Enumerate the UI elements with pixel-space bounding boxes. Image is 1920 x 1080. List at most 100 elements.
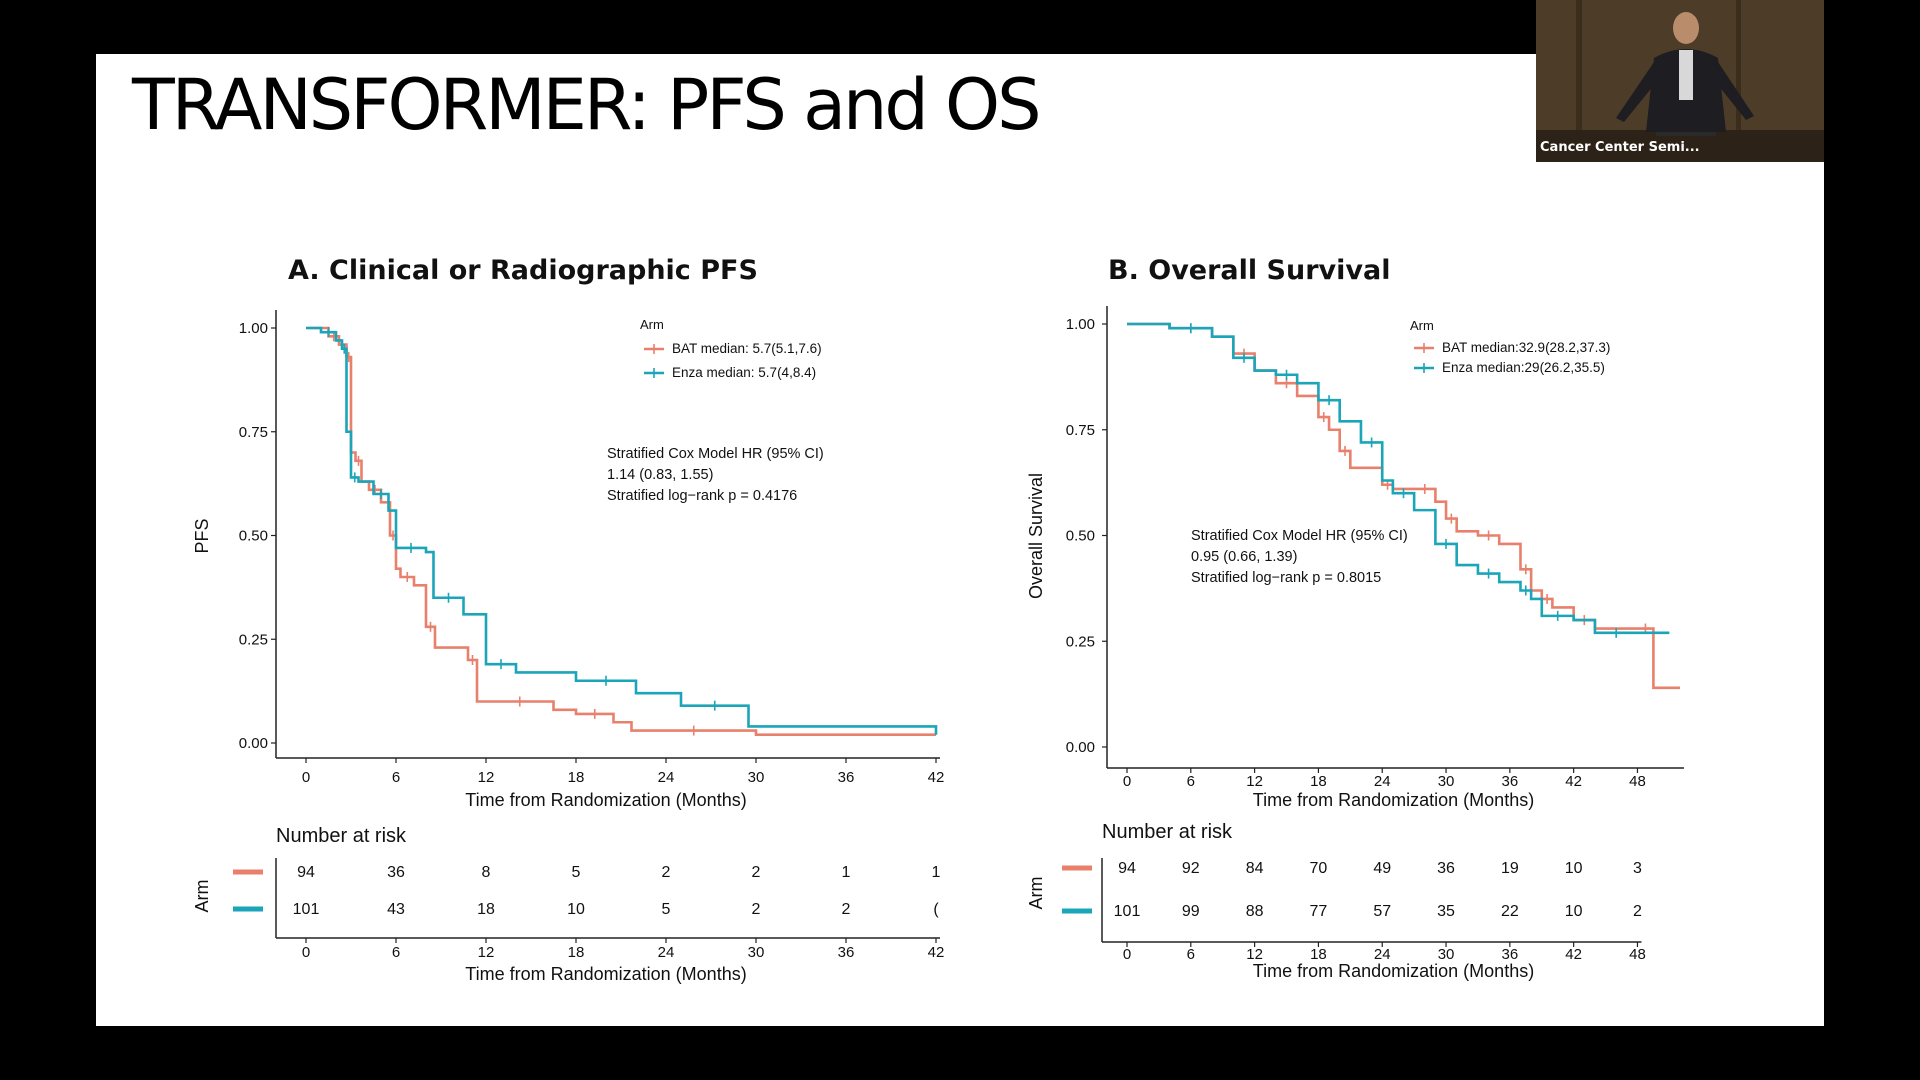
x-axis-label: Time from Randomization (Months) — [1253, 790, 1534, 810]
risk-count: 22 — [1501, 903, 1519, 920]
y-tick-label: 0.75 — [239, 424, 268, 441]
slide — [96, 54, 1824, 1026]
x-tick-label: 24 — [658, 769, 675, 786]
y-tick-label: 1.00 — [239, 320, 268, 337]
risk-count: 57 — [1373, 903, 1391, 920]
x-tick-label: 18 — [1310, 773, 1327, 790]
x-tick-label: 42 — [1565, 773, 1582, 790]
risk-table-title: Number at risk — [1102, 821, 1233, 843]
risk-x-axis-label: Time from Randomization (Months) — [1253, 961, 1534, 981]
panel-title-b: B. Overall Survival — [1108, 255, 1391, 286]
presenter-image — [1536, 0, 1824, 162]
risk-count: 94 — [1118, 860, 1136, 877]
risk-count: 2 — [662, 864, 671, 881]
stat-annotation: Stratified Cox Model HR (95% CI) — [1191, 528, 1408, 544]
stat-annotation: Stratified Cox Model HR (95% CI) — [607, 446, 824, 462]
risk-count: 2 — [752, 901, 761, 918]
risk-x-tick-label: 18 — [568, 944, 585, 961]
risk-count: 10 — [1565, 860, 1583, 877]
risk-count: 1 — [932, 864, 941, 881]
risk-count: 10 — [1565, 903, 1583, 920]
risk-count: 101 — [293, 901, 320, 918]
risk-table-row-label: Arm — [192, 880, 212, 913]
legend-title: Arm — [640, 317, 664, 332]
x-tick-label: 30 — [748, 769, 765, 786]
x-tick-label: 42 — [928, 769, 945, 786]
risk-count: 99 — [1182, 903, 1200, 920]
risk-table-title: Number at risk — [276, 825, 407, 847]
risk-count: 70 — [1310, 860, 1328, 877]
risk-count: 77 — [1310, 903, 1328, 920]
km-curve-bat — [306, 326, 936, 736]
stat-annotation: 1.14 (0.83, 1.55) — [607, 467, 713, 483]
y-tick-label: 0.25 — [1066, 633, 1095, 650]
risk-count: 1 — [842, 864, 851, 881]
x-tick-label: 0 — [302, 769, 310, 786]
risk-table-row-label: Arm — [1026, 877, 1046, 910]
risk-count: 5 — [572, 864, 581, 881]
risk-count: 35 — [1437, 903, 1455, 920]
risk-count: 8 — [482, 864, 491, 881]
legend-title: Arm — [1410, 318, 1434, 333]
y-tick-label: 0.75 — [1066, 422, 1095, 439]
y-tick-label: 0.00 — [239, 735, 268, 752]
risk-count: 19 — [1501, 860, 1519, 877]
x-tick-label: 18 — [568, 769, 585, 786]
risk-count: 18 — [477, 901, 495, 918]
y-tick-label: 0.50 — [239, 528, 268, 545]
panel-title-a: A. Clinical or Radiographic PFS — [288, 255, 758, 286]
risk-x-tick-label: 12 — [478, 944, 495, 961]
y-tick-label: 0.25 — [239, 631, 268, 648]
risk-count: 101 — [1114, 903, 1141, 920]
x-tick-label: 48 — [1629, 773, 1646, 790]
risk-x-tick-label: 30 — [1438, 946, 1455, 963]
x-tick-label: 6 — [392, 769, 400, 786]
risk-count: 88 — [1246, 903, 1264, 920]
risk-x-tick-label: 0 — [302, 944, 310, 961]
risk-count: 2 — [1633, 903, 1642, 920]
risk-x-tick-label: 18 — [1310, 946, 1327, 963]
risk-x-tick-label: 0 — [1123, 946, 1131, 963]
risk-x-tick-label: 24 — [1374, 946, 1391, 963]
risk-x-tick-label: 42 — [928, 944, 945, 961]
webcam-label: Cancer Center Semi... — [1540, 140, 1700, 155]
stat-annotation: 0.95 (0.66, 1.39) — [1191, 549, 1297, 565]
x-tick-label: 36 — [1502, 773, 1519, 790]
risk-count: 2 — [842, 901, 851, 918]
legend-entry: BAT median: 5.7(5.1,7.6) — [672, 341, 822, 356]
risk-x-tick-label: 30 — [748, 944, 765, 961]
risk-count: 84 — [1246, 860, 1264, 877]
stat-annotation: Stratified log−rank p = 0.8015 — [1191, 570, 1381, 586]
risk-count: 36 — [1437, 860, 1455, 877]
y-axis-label: PFS — [192, 518, 212, 553]
risk-count: 43 — [387, 901, 405, 918]
y-tick-label: 0.50 — [1066, 528, 1095, 545]
legend-entry: Enza median:29(26.2,35.5) — [1442, 360, 1605, 375]
legend-entry: BAT median:32.9(28.2,37.3) — [1442, 340, 1610, 355]
risk-count: 49 — [1373, 860, 1391, 877]
risk-count: 94 — [297, 864, 315, 881]
risk-count: 3 — [1633, 860, 1642, 877]
x-tick-label: 0 — [1123, 773, 1131, 790]
risk-count: 5 — [662, 901, 671, 918]
risk-x-tick-label: 48 — [1629, 946, 1646, 963]
risk-x-tick-label: 36 — [838, 944, 855, 961]
y-tick-label: 1.00 — [1066, 316, 1095, 333]
km-curve-enza — [1127, 322, 1670, 635]
risk-x-tick-label: 24 — [658, 944, 675, 961]
webcam-video — [1536, 0, 1824, 162]
risk-x-tick-label: 6 — [392, 944, 400, 961]
y-axis-label: Overall Survival — [1026, 473, 1046, 599]
stat-annotation: Stratified log−rank p = 0.4176 — [607, 488, 797, 504]
risk-x-axis-label: Time from Randomization (Months) — [465, 964, 746, 984]
x-axis-label: Time from Randomization (Months) — [465, 790, 746, 810]
risk-x-tick-label: 42 — [1565, 946, 1582, 963]
x-tick-label: 12 — [478, 769, 495, 786]
y-tick-label: 0.00 — [1066, 739, 1095, 756]
risk-x-tick-label: 6 — [1187, 946, 1195, 963]
x-tick-label: 24 — [1374, 773, 1391, 790]
risk-count: 10 — [567, 901, 585, 918]
risk-x-tick-label: 36 — [1502, 946, 1519, 963]
